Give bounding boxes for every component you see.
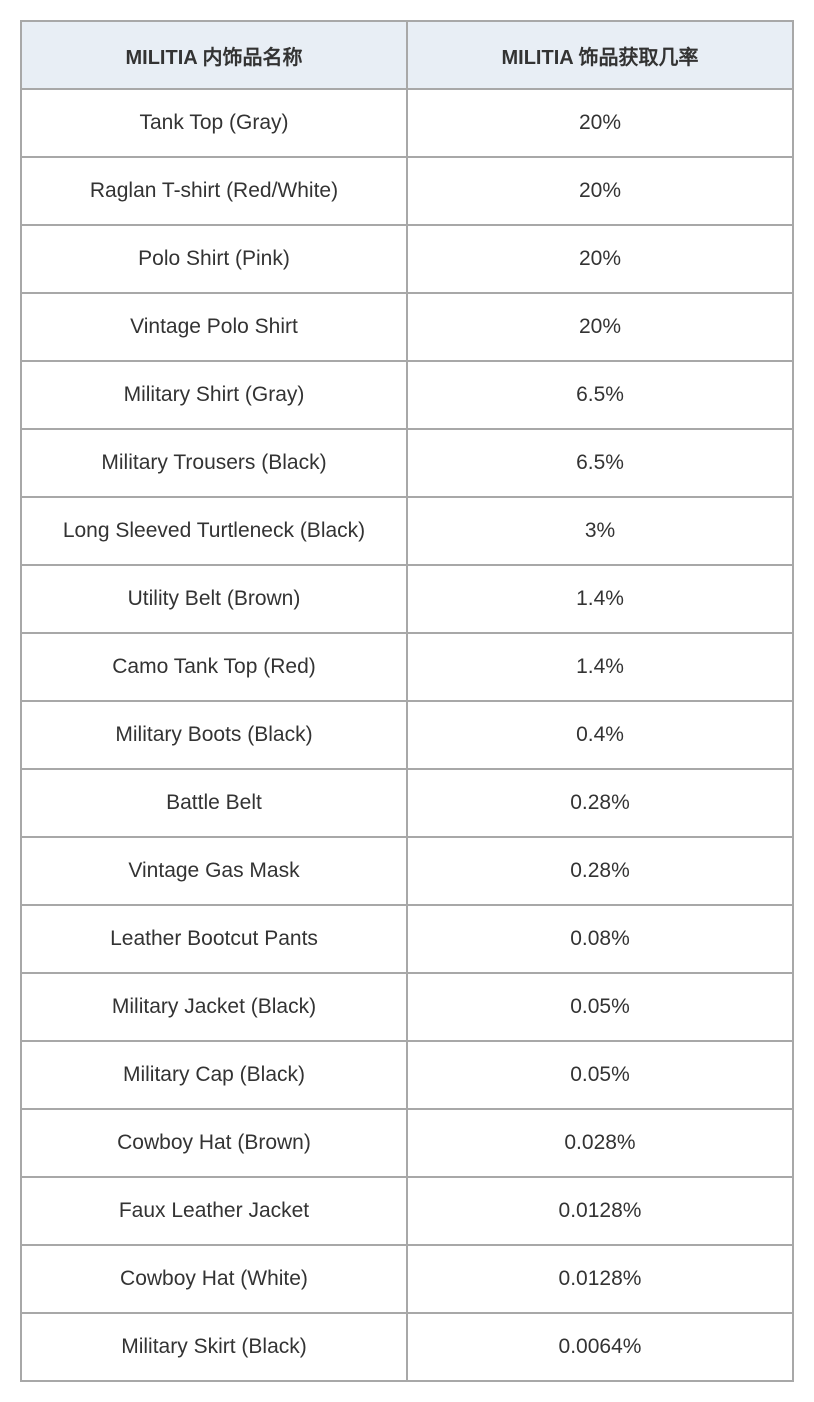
item-rate-cell: 20% bbox=[407, 89, 793, 157]
table-row: Military Boots (Black)0.4% bbox=[21, 701, 793, 769]
item-name-cell: Military Skirt (Black) bbox=[21, 1313, 407, 1381]
table-row: Military Shirt (Gray)6.5% bbox=[21, 361, 793, 429]
table-row: Battle Belt0.28% bbox=[21, 769, 793, 837]
item-rate-cell: 0.0128% bbox=[407, 1245, 793, 1313]
table-row: Cowboy Hat (Brown)0.028% bbox=[21, 1109, 793, 1177]
table-row: Military Trousers (Black)6.5% bbox=[21, 429, 793, 497]
table-row: Cowboy Hat (White)0.0128% bbox=[21, 1245, 793, 1313]
item-rate-cell: 0.28% bbox=[407, 837, 793, 905]
item-name-cell: Cowboy Hat (Brown) bbox=[21, 1109, 407, 1177]
column-header-name: MILITIA 内饰品名称 bbox=[21, 21, 407, 89]
item-rate-cell: 6.5% bbox=[407, 429, 793, 497]
item-name-cell: Faux Leather Jacket bbox=[21, 1177, 407, 1245]
item-rate-cell: 0.05% bbox=[407, 973, 793, 1041]
table-row: Vintage Polo Shirt20% bbox=[21, 293, 793, 361]
table-body: Tank Top (Gray)20%Raglan T-shirt (Red/Wh… bbox=[21, 89, 793, 1381]
table-row: Tank Top (Gray)20% bbox=[21, 89, 793, 157]
item-name-cell: Polo Shirt (Pink) bbox=[21, 225, 407, 293]
item-name-cell: Tank Top (Gray) bbox=[21, 89, 407, 157]
drop-rate-table-container: MILITIA 内饰品名称 MILITIA 饰品获取几率 Tank Top (G… bbox=[20, 20, 794, 1382]
table-row: Military Skirt (Black)0.0064% bbox=[21, 1313, 793, 1381]
table-row: Utility Belt (Brown)1.4% bbox=[21, 565, 793, 633]
item-rate-cell: 20% bbox=[407, 293, 793, 361]
item-rate-cell: 0.05% bbox=[407, 1041, 793, 1109]
item-name-cell: Cowboy Hat (White) bbox=[21, 1245, 407, 1313]
table-row: Leather Bootcut Pants0.08% bbox=[21, 905, 793, 973]
item-rate-cell: 20% bbox=[407, 157, 793, 225]
item-name-cell: Military Cap (Black) bbox=[21, 1041, 407, 1109]
item-rate-cell: 0.028% bbox=[407, 1109, 793, 1177]
table-row: Military Cap (Black)0.05% bbox=[21, 1041, 793, 1109]
item-rate-cell: 0.08% bbox=[407, 905, 793, 973]
item-name-cell: Military Boots (Black) bbox=[21, 701, 407, 769]
table-row: Military Jacket (Black)0.05% bbox=[21, 973, 793, 1041]
drop-rate-table: MILITIA 内饰品名称 MILITIA 饰品获取几率 Tank Top (G… bbox=[20, 20, 794, 1382]
item-name-cell: Military Trousers (Black) bbox=[21, 429, 407, 497]
item-name-cell: Raglan T-shirt (Red/White) bbox=[21, 157, 407, 225]
table-row: Faux Leather Jacket0.0128% bbox=[21, 1177, 793, 1245]
item-rate-cell: 6.5% bbox=[407, 361, 793, 429]
item-rate-cell: 20% bbox=[407, 225, 793, 293]
item-rate-cell: 0.4% bbox=[407, 701, 793, 769]
table-row: Raglan T-shirt (Red/White)20% bbox=[21, 157, 793, 225]
item-name-cell: Utility Belt (Brown) bbox=[21, 565, 407, 633]
table-header: MILITIA 内饰品名称 MILITIA 饰品获取几率 bbox=[21, 21, 793, 89]
column-header-rate: MILITIA 饰品获取几率 bbox=[407, 21, 793, 89]
item-rate-cell: 1.4% bbox=[407, 565, 793, 633]
item-rate-cell: 0.0064% bbox=[407, 1313, 793, 1381]
item-name-cell: Vintage Polo Shirt bbox=[21, 293, 407, 361]
table-row: Long Sleeved Turtleneck (Black)3% bbox=[21, 497, 793, 565]
item-name-cell: Vintage Gas Mask bbox=[21, 837, 407, 905]
item-name-cell: Battle Belt bbox=[21, 769, 407, 837]
item-name-cell: Long Sleeved Turtleneck (Black) bbox=[21, 497, 407, 565]
item-name-cell: Camo Tank Top (Red) bbox=[21, 633, 407, 701]
item-rate-cell: 0.0128% bbox=[407, 1177, 793, 1245]
table-row: Polo Shirt (Pink)20% bbox=[21, 225, 793, 293]
item-name-cell: Leather Bootcut Pants bbox=[21, 905, 407, 973]
item-rate-cell: 1.4% bbox=[407, 633, 793, 701]
table-row: Vintage Gas Mask0.28% bbox=[21, 837, 793, 905]
table-row: Camo Tank Top (Red)1.4% bbox=[21, 633, 793, 701]
item-name-cell: Military Jacket (Black) bbox=[21, 973, 407, 1041]
item-rate-cell: 3% bbox=[407, 497, 793, 565]
table-header-row: MILITIA 内饰品名称 MILITIA 饰品获取几率 bbox=[21, 21, 793, 89]
item-name-cell: Military Shirt (Gray) bbox=[21, 361, 407, 429]
item-rate-cell: 0.28% bbox=[407, 769, 793, 837]
